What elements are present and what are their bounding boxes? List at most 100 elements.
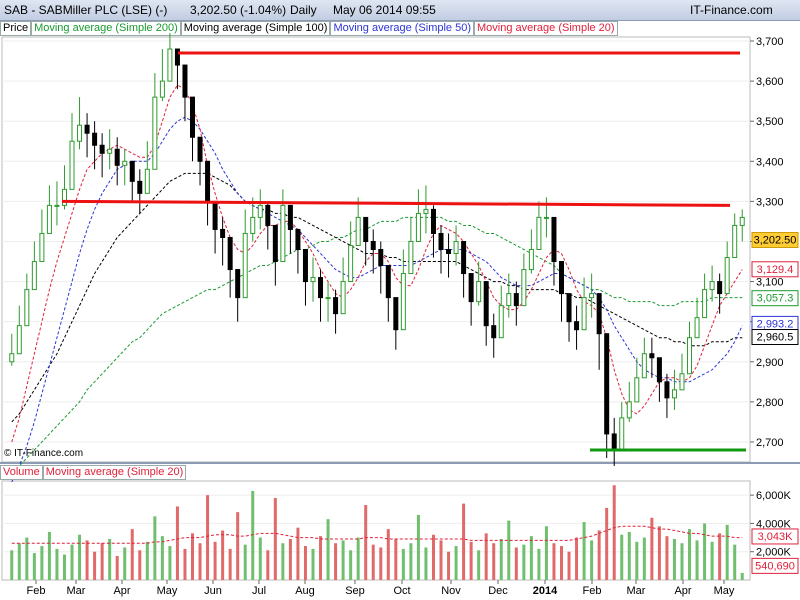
candle-body — [122, 160, 128, 166]
volume-bar — [296, 527, 300, 580]
candle-body — [114, 148, 120, 166]
legend-vol-ma20[interactable]: Moving average (Simple 20) — [42, 465, 187, 480]
volume-bar — [311, 548, 315, 580]
volume-bar — [605, 507, 609, 580]
volume-bar — [597, 530, 601, 580]
candle-body — [54, 204, 60, 207]
candle-body — [167, 48, 173, 82]
price-tick-label: 3,600 — [756, 76, 784, 88]
candle-body — [483, 281, 489, 327]
volume-bar — [288, 538, 292, 580]
candle-body — [400, 273, 406, 331]
candle-body — [235, 269, 241, 299]
volume-bar — [70, 544, 74, 580]
volume-bar — [665, 536, 669, 580]
resistance-line-mid — [61, 199, 731, 207]
volume-bar — [115, 555, 119, 580]
candle-body — [92, 132, 98, 146]
x-tick-label: Dec — [488, 585, 508, 597]
candle-body — [318, 277, 324, 299]
candle-body — [596, 293, 602, 335]
candle-body — [174, 48, 180, 66]
datetime-label: May 06 2014 09:55 — [333, 3, 436, 17]
volume-bar — [100, 543, 104, 580]
candle-body — [619, 417, 625, 451]
candle-body — [370, 240, 376, 250]
last-price-badge-box — [751, 231, 799, 248]
legend-ma20[interactable]: Moving average (Simple 20) — [474, 21, 618, 36]
price-tick-label: 3,700 — [756, 36, 784, 48]
candle-body — [656, 357, 662, 383]
volume-bar — [650, 517, 654, 580]
legend-ma50[interactable]: Moving average (Simple 50) — [330, 21, 475, 36]
legend-price[interactable]: Price — [0, 21, 32, 36]
candle-body — [566, 293, 572, 323]
last-ma20-badge: 3,129.4 — [757, 264, 794, 276]
volume-bar — [522, 544, 526, 580]
volume-bar — [567, 551, 571, 580]
candle-body — [24, 289, 30, 327]
volume-bar — [514, 547, 518, 580]
volume-bar — [303, 546, 307, 580]
volume-bar — [379, 547, 383, 580]
volume-bar — [17, 543, 21, 580]
volume-bar — [642, 537, 646, 580]
x-tick-label: Mar — [67, 585, 86, 597]
candle-body — [709, 281, 715, 291]
volume-bar — [138, 550, 142, 580]
legend-volume[interactable]: Volume — [0, 465, 43, 480]
candle-body — [717, 281, 723, 295]
x-tick-label: Sep — [345, 585, 365, 597]
volume-bar — [251, 490, 255, 580]
candle-body — [687, 337, 693, 375]
last-ma200-badge-box — [751, 290, 799, 307]
candle-body — [453, 240, 459, 255]
volume-bar — [688, 529, 692, 580]
volume-bar — [206, 495, 210, 580]
volume-bar — [78, 534, 82, 580]
candle-body — [611, 433, 617, 451]
volume-bar — [191, 533, 194, 580]
volume-bar — [236, 512, 240, 580]
legend-ma200[interactable]: Moving average (Simple 200) — [31, 21, 181, 36]
volume-bar — [447, 551, 451, 580]
volume-bar — [431, 534, 435, 580]
ma20-line — [11, 84, 743, 443]
volume-bar — [710, 541, 714, 580]
legend-ma100[interactable]: Moving average (Simple 100) — [180, 21, 331, 36]
candle-body — [84, 124, 90, 134]
price-legend: Price Moving average (Simple 200) Moving a… — [0, 21, 618, 36]
ma50-line — [11, 116, 743, 483]
volume-bar — [153, 516, 157, 580]
candle-body — [702, 289, 708, 319]
volume-bar — [454, 546, 458, 580]
volume-bar — [349, 550, 353, 580]
volume-bar — [718, 533, 722, 580]
volume-tick-label: 2,000K — [756, 547, 792, 559]
volume-bar — [319, 536, 323, 580]
volume-bar — [85, 540, 89, 580]
volume-bar — [198, 543, 202, 580]
volume-bar — [221, 530, 225, 580]
volume-bar — [108, 538, 112, 580]
volume-bar — [273, 497, 277, 580]
candle-body — [197, 136, 203, 162]
candle-body — [355, 216, 361, 246]
volume-bar — [40, 546, 44, 580]
price-tick-label: 3,500 — [756, 116, 784, 128]
candle-body — [16, 325, 22, 355]
price-tick-label: 2,800 — [756, 397, 784, 409]
candle-body — [574, 321, 580, 331]
candle-body — [408, 240, 414, 275]
candle-body — [242, 232, 248, 299]
volume-bar — [612, 485, 616, 580]
volume-ma20-line — [11, 525, 743, 544]
candle-body — [724, 257, 730, 295]
last-ma100-badge: 2,960.5 — [757, 332, 794, 344]
volume-bar — [560, 546, 563, 580]
volume-bar — [582, 522, 586, 580]
volume-tick-label: 4,000K — [756, 518, 792, 530]
candle-body — [626, 401, 632, 419]
candle-body — [476, 281, 482, 303]
